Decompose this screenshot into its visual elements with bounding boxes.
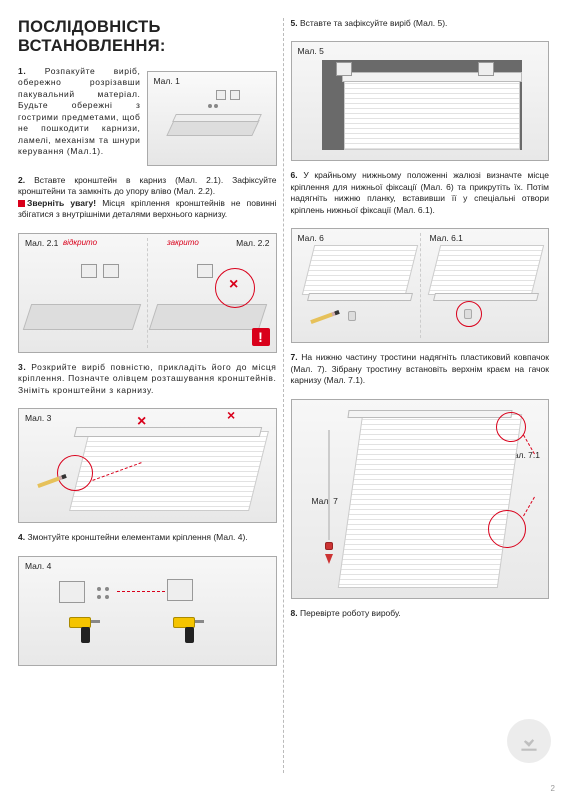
screw-icon (105, 587, 109, 591)
figure-5-label: Мал. 5 (298, 46, 324, 56)
step-3: 3. Розкрийте виріб повністю, прикладіть … (18, 362, 277, 396)
step-1-num: 1. (18, 66, 26, 76)
x-mark-icon: × (227, 407, 235, 423)
step-8-num: 8. (291, 608, 298, 618)
highlight-circle-icon (456, 301, 482, 327)
rod-icon (328, 430, 330, 540)
rail-icon (172, 114, 262, 122)
rail-icon (149, 304, 267, 330)
figure-7-label: Мал. 7 (312, 496, 338, 506)
step-8-body: Перевірте роботу виробу. (300, 608, 401, 618)
bracket-icon (230, 90, 240, 100)
rail-icon (433, 293, 539, 301)
split-line (420, 233, 421, 338)
cap-icon (325, 542, 333, 550)
x-mark-icon: × (229, 276, 238, 294)
figure-1: Мал. 1 (147, 71, 277, 166)
column-divider (283, 18, 284, 773)
figure-6-label: Мал. 6 (298, 233, 324, 243)
step-6-body: У крайньому нижньому положенні жалюзі ви… (291, 170, 550, 214)
screw-icon (97, 587, 101, 591)
leader-line-icon (523, 496, 535, 516)
rail-icon (307, 293, 413, 301)
blinds-icon (344, 78, 520, 150)
figure-3: Мал. 3 × × (18, 408, 277, 523)
step-5-num: 5. (291, 18, 298, 28)
step-6: 6. У крайньому нижньому положенні жалюзі… (291, 170, 550, 216)
warning-icon (18, 200, 25, 207)
bracket-icon (81, 264, 97, 278)
pencil-icon (310, 310, 340, 324)
open-label: відкрито (63, 238, 97, 247)
step-1: 1. Розпакуйте виріб, обережно розрізавши… (18, 66, 277, 175)
right-column: 5. Вставте та зафіксуйте виріб (Мал. 5).… (291, 18, 550, 789)
screw-icon (208, 104, 212, 108)
step-8: 8. Перевірте роботу виробу. (291, 608, 550, 619)
screw-icon (214, 104, 218, 108)
step-2: 2. Вставте кронштейн в карниз (Мал. 2.1)… (18, 175, 277, 221)
rail-icon (347, 410, 512, 418)
figure-4-label: Мал. 4 (25, 561, 51, 571)
drill-icon (65, 615, 99, 645)
page-title: ПОСЛІДОВНІСТЬ ВСТАНОВЛЕННЯ: (18, 18, 277, 56)
bracket-icon (59, 581, 85, 603)
left-column: ПОСЛІДОВНІСТЬ ВСТАНОВЛЕННЯ: 1. Розпакуйт… (18, 18, 277, 789)
bracket-icon (216, 90, 226, 100)
rail-icon (342, 72, 522, 82)
step-4-num: 4. (18, 532, 25, 542)
step-5-body: Вставте та зафіксуйте виріб (Мал. 5). (300, 18, 447, 28)
step-5: 5. Вставте та зафіксуйте виріб (Мал. 5). (291, 18, 550, 29)
blinds-icon (69, 431, 269, 511)
leader-line-icon (117, 591, 165, 592)
warning-label: Зверніть увагу! (27, 198, 96, 208)
step-7-num: 7. (291, 352, 298, 362)
blinds-icon (427, 245, 543, 295)
clip-icon (348, 311, 356, 321)
figure-21-label: Мал. 2.1 (25, 238, 58, 248)
bracket-icon (478, 62, 494, 76)
step-1-text: 1. Розпакуйте виріб, обережно розрізавши… (18, 66, 141, 175)
figure-61-label: Мал. 6.1 (430, 233, 463, 243)
figure-4: Мал. 4 (18, 556, 277, 666)
step-1-body: Розпакуйте виріб, обережно розрізавши па… (18, 66, 141, 156)
page-number: 2 (551, 784, 555, 793)
step-4-body: Змонтуйте кронштейни елементами кріпленн… (27, 532, 247, 542)
figure-1-label: Мал. 1 (154, 76, 180, 86)
blinds-icon (337, 414, 521, 588)
step-3-body: Розкрийте виріб повністю, прикладіть йог… (18, 362, 277, 395)
step-7: 7. На нижню частину тростини надягніть п… (291, 352, 550, 386)
step-6-num: 6. (291, 170, 298, 180)
step-4: 4. Змонтуйте кронштейни елементами кріпл… (18, 532, 277, 543)
screw-icon (105, 595, 109, 599)
bracket-icon (336, 62, 352, 76)
alert-badge-icon: ! (252, 328, 270, 346)
bracket-icon (197, 264, 213, 278)
figure-22-label: Мал. 2.2 (236, 238, 269, 248)
step-2-num: 2. (18, 175, 25, 185)
x-mark-icon: × (137, 413, 146, 431)
step-7-body: На нижню частину тростини надягніть плас… (291, 352, 550, 385)
step-2-body: Вставте кронштейн в карниз (Мал. 2.1). З… (18, 175, 277, 196)
bracket-icon (167, 579, 193, 601)
blinds-icon (301, 245, 417, 295)
download-badge-icon (507, 719, 551, 763)
arrow-down-icon (325, 554, 333, 564)
closed-label: закрито (167, 238, 199, 247)
rail-icon (166, 120, 259, 136)
figure-7: Мал. 7 Мал. 7.1 (291, 399, 550, 599)
figure-6: Мал. 6 Мал. 6.1 (291, 228, 550, 343)
highlight-circle-icon (496, 412, 526, 442)
figure-2: Мал. 2.1 відкрито закрито Мал. 2.2 × ! (18, 233, 277, 353)
drill-icon (169, 615, 203, 645)
figure-3-label: Мал. 3 (25, 413, 51, 423)
highlight-circle-icon (488, 510, 526, 548)
rail-icon (23, 304, 141, 330)
screw-icon (97, 595, 101, 599)
bracket-icon (103, 264, 119, 278)
rail-icon (74, 427, 262, 437)
figure-5: Мал. 5 (291, 41, 550, 161)
step-3-num: 3. (18, 362, 26, 372)
split-line (147, 238, 148, 348)
